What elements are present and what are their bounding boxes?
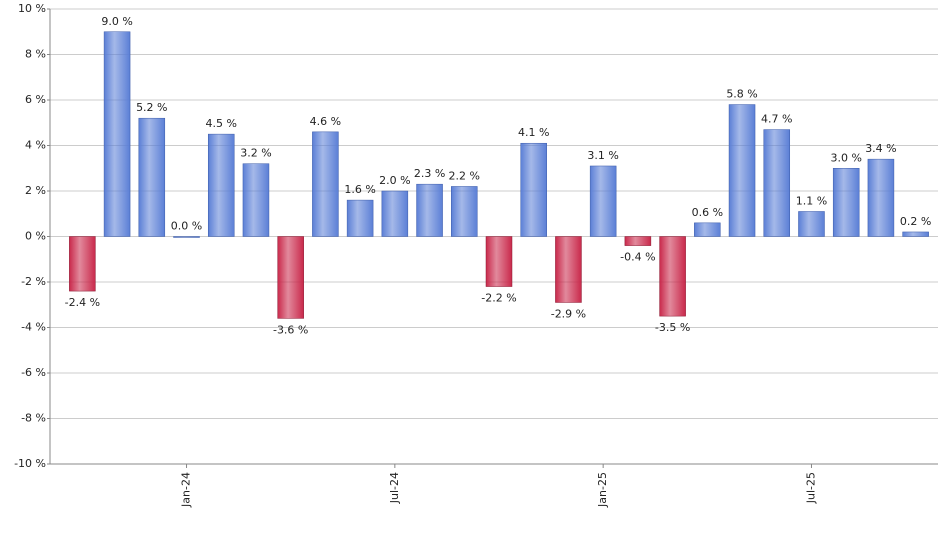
y-tick-label: -6 % bbox=[21, 366, 46, 379]
bar bbox=[728, 104, 756, 237]
data-label: 1.1 % bbox=[796, 194, 827, 207]
bar bbox=[867, 158, 895, 237]
bar bbox=[103, 31, 131, 237]
data-label: -3.6 % bbox=[273, 323, 308, 336]
data-label: 4.6 % bbox=[310, 115, 341, 128]
x-tick-label: Jul-24 bbox=[388, 472, 401, 504]
bar bbox=[381, 190, 409, 237]
bar bbox=[555, 236, 582, 303]
y-tick-label: -2 % bbox=[21, 275, 46, 288]
bar bbox=[173, 236, 200, 238]
data-label: -0.4 % bbox=[620, 251, 655, 264]
y-tick-label: -8 % bbox=[21, 412, 46, 425]
bar bbox=[312, 131, 339, 237]
bar bbox=[138, 117, 166, 237]
data-label: -2.9 % bbox=[551, 307, 586, 320]
data-label: -2.4 % bbox=[65, 296, 100, 309]
bar bbox=[589, 165, 617, 237]
data-label: 3.2 % bbox=[240, 147, 271, 160]
bar bbox=[69, 236, 96, 292]
bar bbox=[763, 129, 791, 237]
data-label: 0.2 % bbox=[900, 215, 931, 228]
data-label: 3.1 % bbox=[587, 149, 618, 162]
data-label: 9.0 % bbox=[101, 15, 132, 28]
bar bbox=[346, 199, 374, 237]
data-label: -3.5 % bbox=[655, 321, 690, 334]
data-label: 2.0 % bbox=[379, 174, 410, 187]
data-label: 5.8 % bbox=[726, 88, 757, 101]
data-label: -2.2 % bbox=[481, 292, 516, 305]
bar bbox=[451, 186, 478, 237]
data-label: 4.7 % bbox=[761, 113, 792, 126]
y-tick-label: 2 % bbox=[25, 184, 46, 197]
data-label: 4.5 % bbox=[206, 117, 237, 130]
data-label: 2.3 % bbox=[414, 167, 445, 180]
bar bbox=[902, 231, 929, 237]
y-tick-label: -10 % bbox=[14, 457, 46, 470]
bar bbox=[242, 163, 270, 237]
y-tick-label: 0 % bbox=[25, 230, 46, 243]
bar bbox=[207, 133, 235, 237]
data-label: 3.0 % bbox=[830, 151, 861, 164]
bar bbox=[485, 236, 513, 287]
data-label: 0.0 % bbox=[171, 220, 202, 233]
data-label: 4.1 % bbox=[518, 126, 549, 139]
bar bbox=[832, 168, 860, 237]
data-label: 2.2 % bbox=[449, 169, 480, 182]
data-label: 3.4 % bbox=[865, 142, 896, 155]
y-tick-label: 4 % bbox=[25, 139, 46, 152]
y-tick-label: 8 % bbox=[25, 48, 46, 61]
bar bbox=[520, 142, 547, 237]
x-tick-label: Jan-25 bbox=[596, 472, 609, 508]
bar bbox=[416, 183, 443, 237]
bar bbox=[659, 236, 686, 317]
data-label: 0.6 % bbox=[692, 206, 723, 219]
y-tick-label: 10 % bbox=[18, 2, 46, 15]
bar bbox=[624, 236, 652, 246]
y-tick-label: 6 % bbox=[25, 93, 46, 106]
y-tick-label: -4 % bbox=[21, 321, 46, 334]
x-tick-label: Jan-24 bbox=[180, 472, 193, 508]
bar bbox=[798, 211, 825, 237]
data-label: 1.6 % bbox=[344, 183, 375, 196]
bar bbox=[694, 222, 721, 237]
bar bbox=[277, 236, 304, 319]
x-tick-label: Jul-25 bbox=[804, 472, 817, 504]
data-label: 5.2 % bbox=[136, 101, 167, 114]
